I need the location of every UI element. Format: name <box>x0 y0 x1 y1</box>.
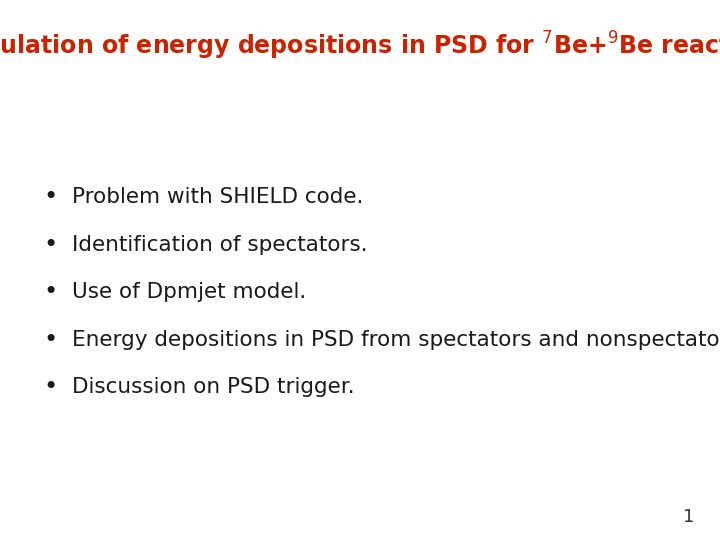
Text: Problem with SHIELD code.: Problem with SHIELD code. <box>72 187 364 207</box>
Text: Energy depositions in PSD from spectators and nonspectators.: Energy depositions in PSD from spectator… <box>72 329 720 350</box>
Text: 1: 1 <box>683 509 695 526</box>
Text: •: • <box>43 328 58 352</box>
Text: •: • <box>43 185 58 209</box>
Text: •: • <box>43 233 58 256</box>
Text: Use of Dpmjet model.: Use of Dpmjet model. <box>72 282 306 302</box>
Text: Simulation of energy depositions in PSD for $^{7}$Be+$^{9}$Be reaction: Simulation of energy depositions in PSD … <box>0 30 720 62</box>
Text: •: • <box>43 280 58 304</box>
Text: Identification of spectators.: Identification of spectators. <box>72 234 368 255</box>
Text: •: • <box>43 375 58 399</box>
Text: Discussion on PSD trigger.: Discussion on PSD trigger. <box>72 377 355 397</box>
